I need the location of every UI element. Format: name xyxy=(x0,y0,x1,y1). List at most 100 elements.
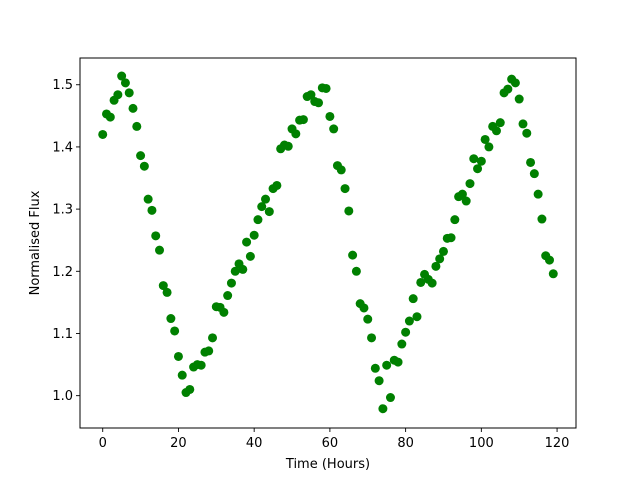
data-point xyxy=(393,357,403,367)
data-point xyxy=(151,231,161,241)
data-point xyxy=(325,111,335,121)
y-tick-label: 1.3 xyxy=(52,203,73,218)
data-point xyxy=(283,141,293,151)
data-point xyxy=(314,98,324,108)
x-tick-label: 80 xyxy=(397,436,414,451)
data-point xyxy=(306,90,316,100)
data-point xyxy=(245,251,255,261)
data-point xyxy=(136,151,146,161)
data-point xyxy=(484,142,494,152)
data-point xyxy=(446,233,456,243)
data-point xyxy=(480,134,490,144)
data-point xyxy=(177,370,187,380)
data-point xyxy=(404,316,414,326)
data-point xyxy=(363,314,373,324)
data-point xyxy=(117,71,127,81)
data-point xyxy=(298,115,308,125)
data-point xyxy=(526,157,536,167)
data-point xyxy=(476,156,486,166)
data-point xyxy=(223,291,233,301)
data-point xyxy=(242,237,252,247)
data-point xyxy=(435,254,445,264)
data-point xyxy=(139,161,149,171)
x-tick-label: 120 xyxy=(545,436,570,451)
data-points xyxy=(98,71,558,414)
data-point xyxy=(170,326,180,336)
data-point xyxy=(155,245,165,255)
data-point xyxy=(370,363,380,373)
data-point xyxy=(427,278,437,288)
data-point xyxy=(510,78,520,88)
data-point xyxy=(204,346,214,356)
data-point xyxy=(173,351,183,361)
data-point xyxy=(491,126,501,136)
data-point xyxy=(253,215,263,225)
data-point xyxy=(473,164,483,174)
data-point xyxy=(249,230,259,240)
data-point xyxy=(431,261,441,271)
data-point xyxy=(351,266,361,276)
data-point xyxy=(158,281,168,291)
data-point xyxy=(367,333,377,343)
data-point xyxy=(503,84,513,94)
data-point xyxy=(272,180,282,190)
x-tick-label: 20 xyxy=(170,436,187,451)
data-point xyxy=(185,384,195,394)
data-point xyxy=(548,269,558,279)
data-point xyxy=(238,264,248,274)
x-axis-label: Time (Hours) xyxy=(285,457,370,472)
data-point xyxy=(518,119,528,129)
data-point xyxy=(344,206,354,216)
data-point xyxy=(408,294,418,304)
y-tick-label: 1.1 xyxy=(52,327,73,342)
data-point xyxy=(450,215,460,225)
data-point xyxy=(416,277,426,287)
data-point xyxy=(412,312,422,322)
data-point xyxy=(469,154,479,164)
y-tick-label: 1.0 xyxy=(52,389,73,404)
data-point xyxy=(143,194,153,204)
data-point xyxy=(461,196,471,206)
data-point xyxy=(113,90,123,100)
data-point xyxy=(230,266,240,276)
data-point xyxy=(397,339,407,349)
y-axis: 1.0 1.1 1.2 1.3 1.4 1.5 xyxy=(52,78,80,404)
data-point xyxy=(208,333,218,343)
data-point xyxy=(514,94,524,104)
data-point xyxy=(374,376,384,386)
data-point xyxy=(544,255,554,265)
data-point xyxy=(522,128,532,138)
x-tick-label: 0 xyxy=(99,436,107,451)
x-tick-label: 100 xyxy=(469,436,494,451)
y-tick-label: 1.2 xyxy=(52,265,73,280)
data-point xyxy=(336,165,346,175)
plot-frame xyxy=(79,57,577,429)
x-axis: 0 20 40 60 80 100 120 xyxy=(99,428,570,451)
data-point xyxy=(359,303,369,313)
data-point xyxy=(401,327,411,337)
data-point xyxy=(321,83,331,93)
data-point xyxy=(537,214,547,224)
data-point xyxy=(291,129,301,139)
data-point xyxy=(533,189,543,199)
x-tick-label: 40 xyxy=(246,436,263,451)
data-point xyxy=(120,78,130,88)
data-point xyxy=(378,404,388,414)
data-point xyxy=(219,307,229,317)
data-point xyxy=(257,202,267,212)
data-point xyxy=(166,314,176,324)
data-point xyxy=(438,246,448,256)
data-point xyxy=(465,179,475,189)
data-point xyxy=(261,194,271,204)
data-point xyxy=(196,360,206,370)
data-point xyxy=(348,250,358,260)
data-point xyxy=(385,393,395,403)
data-point xyxy=(529,169,539,179)
data-point xyxy=(226,278,236,288)
data-point xyxy=(382,360,392,370)
data-point xyxy=(495,118,505,128)
data-point xyxy=(340,184,350,194)
data-point xyxy=(329,124,339,134)
